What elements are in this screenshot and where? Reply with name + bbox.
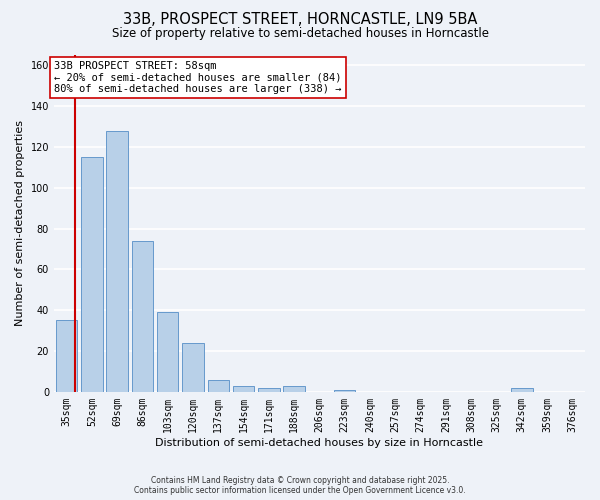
Text: Contains HM Land Registry data © Crown copyright and database right 2025.
Contai: Contains HM Land Registry data © Crown c… [134,476,466,495]
Bar [157,312,178,392]
Bar [131,241,153,392]
Bar [182,343,204,392]
Bar [208,380,229,392]
Bar [56,320,77,392]
X-axis label: Distribution of semi-detached houses by size in Horncastle: Distribution of semi-detached houses by … [155,438,484,448]
Bar [334,390,355,392]
Text: Size of property relative to semi-detached houses in Horncastle: Size of property relative to semi-detach… [112,28,488,40]
Bar [283,386,305,392]
Bar [106,130,128,392]
Text: 33B PROSPECT STREET: 58sqm
← 20% of semi-detached houses are smaller (84)
80% of: 33B PROSPECT STREET: 58sqm ← 20% of semi… [55,61,342,94]
Bar [258,388,280,392]
Text: 33B, PROSPECT STREET, HORNCASTLE, LN9 5BA: 33B, PROSPECT STREET, HORNCASTLE, LN9 5B… [123,12,477,28]
Bar [81,157,103,392]
Y-axis label: Number of semi-detached properties: Number of semi-detached properties [15,120,25,326]
Bar [233,386,254,392]
Bar [511,388,533,392]
